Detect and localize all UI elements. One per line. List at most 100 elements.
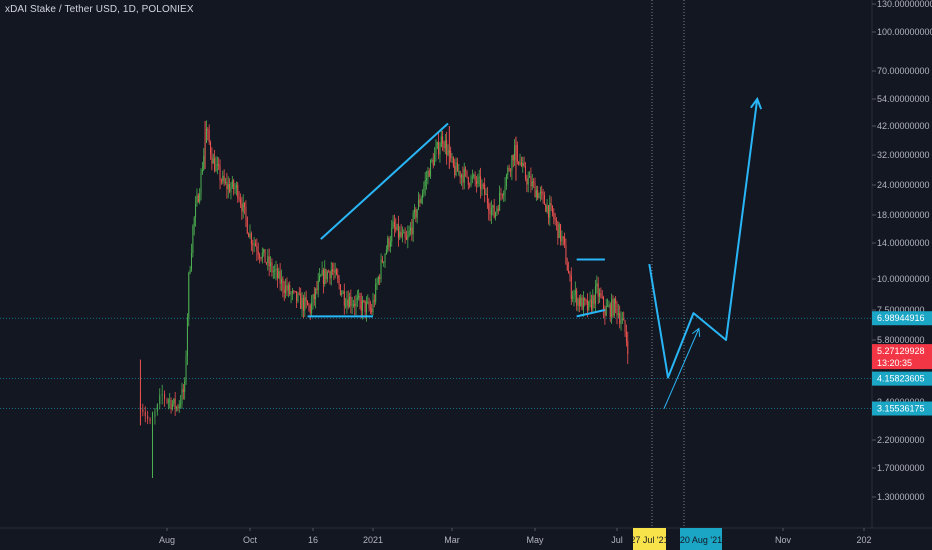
- candle-body: [245, 206, 247, 218]
- candlesticks: [139, 120, 629, 478]
- candle-body: [401, 233, 403, 237]
- candle-body: [481, 184, 483, 190]
- candle-body: [519, 162, 521, 165]
- y-tick-label: 70.00000000: [877, 66, 930, 76]
- candle-body: [215, 164, 217, 172]
- candle-body: [432, 159, 434, 166]
- candle-body: [229, 184, 231, 192]
- candle-body: [603, 297, 605, 309]
- candle-body: [560, 224, 562, 242]
- candle-body: [482, 184, 484, 186]
- candle-body: [397, 224, 399, 238]
- candle-body: [212, 158, 214, 164]
- candle-body: [216, 164, 218, 166]
- candle-body: [320, 275, 322, 277]
- y-tick-label: 18.00000000: [877, 210, 930, 220]
- candle-body: [180, 403, 182, 405]
- candle-body: [176, 407, 178, 409]
- candle-body: [192, 225, 194, 253]
- candle-body: [350, 296, 352, 306]
- candle-body: [561, 236, 563, 242]
- candle-body: [627, 341, 629, 355]
- candle-body: [395, 227, 397, 230]
- candle-body: [405, 237, 407, 240]
- level-price-tag: [872, 401, 932, 416]
- candle-body: [329, 271, 331, 279]
- candle-body: [325, 269, 327, 280]
- candle-body: [514, 145, 516, 161]
- candle-body: [272, 271, 274, 273]
- candle-body: [267, 256, 269, 263]
- candle-body: [566, 263, 568, 271]
- candle-body: [301, 297, 303, 309]
- candle-body: [439, 147, 441, 155]
- candle-body: [178, 404, 180, 408]
- candle-body: [358, 295, 360, 298]
- candle-body: [164, 393, 166, 400]
- candle-body: [166, 399, 168, 402]
- candle-body: [427, 170, 429, 179]
- candle-body: [298, 293, 300, 295]
- candle-body: [412, 212, 414, 235]
- candle-body: [226, 181, 228, 190]
- candle-body: [452, 157, 454, 167]
- candle-body: [237, 184, 239, 198]
- candle-body: [393, 221, 395, 228]
- candle-body: [428, 170, 430, 177]
- y-tick-label: 1.70000000: [877, 463, 925, 473]
- candle-body: [403, 232, 405, 234]
- candle-body: [190, 252, 192, 270]
- candle-body: [474, 174, 476, 181]
- candle-body: [227, 184, 229, 190]
- candle-body: [520, 162, 522, 166]
- time-axis: Aug Oct 16 2021 Mar May Jul Nov 202 27 Jul '21 20 …: [0, 527, 932, 550]
- candle-body: [588, 301, 590, 311]
- y-tick-label: 7.50000000: [877, 305, 925, 315]
- candle-body: [173, 398, 175, 404]
- candle-body: [465, 168, 467, 171]
- arrow-head: [750, 96, 762, 110]
- candle-body: [379, 277, 381, 279]
- candle-body: [550, 203, 552, 206]
- candle-body: [167, 401, 169, 403]
- candle-body: [317, 280, 319, 291]
- trendline-drawing: [320, 122, 449, 240]
- candle-body: [345, 305, 347, 307]
- x-tick-label: Mar: [444, 535, 460, 545]
- candle-body: [529, 176, 531, 178]
- candle-body: [508, 168, 510, 171]
- candle-body: [613, 298, 615, 316]
- candle-body: [286, 285, 288, 291]
- candle-body: [596, 283, 598, 287]
- candle-body: [524, 166, 526, 179]
- candle-body: [184, 381, 186, 393]
- candle-body: [384, 253, 386, 262]
- candle-body: [409, 227, 411, 232]
- candle-body: [554, 218, 556, 221]
- candle-body: [551, 205, 553, 214]
- candle-body: [305, 297, 307, 302]
- candle-body: [341, 293, 343, 295]
- candle-body: [296, 291, 298, 302]
- candle-body: [538, 193, 540, 199]
- candle-body: [430, 160, 432, 177]
- candle-body: [207, 128, 209, 131]
- horizontal-levels: [0, 317, 872, 409]
- candle-body: [422, 193, 424, 199]
- candle-body: [600, 293, 602, 297]
- candle-body: [293, 291, 295, 293]
- candle-body: [174, 398, 176, 409]
- candle-body: [347, 299, 349, 308]
- candle-body: [388, 238, 390, 247]
- candle-body: [607, 306, 609, 308]
- candle-body: [363, 300, 365, 302]
- candle-body: [507, 168, 509, 175]
- candle-body: [470, 176, 472, 185]
- candle-body: [238, 197, 240, 200]
- candle-body: [621, 318, 623, 321]
- candle-body: [261, 252, 263, 259]
- candle-body: [599, 293, 601, 297]
- candle-body: [260, 257, 262, 259]
- chart-title: xDAI Stake / Tether USD, 1D, POLONIEX: [5, 4, 194, 15]
